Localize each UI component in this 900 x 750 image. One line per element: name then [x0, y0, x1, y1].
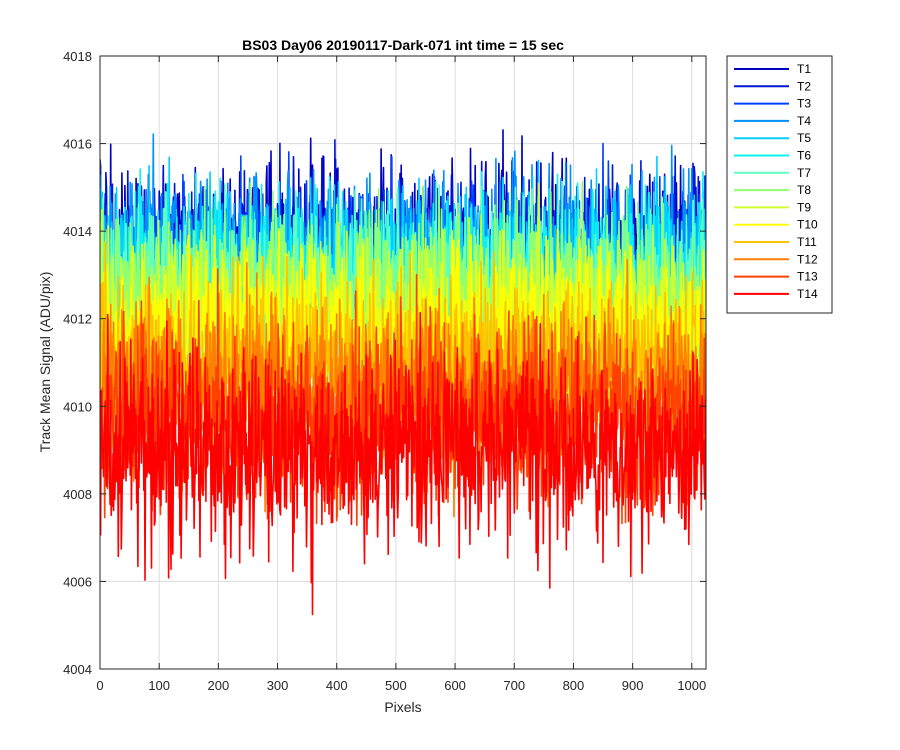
- axis-ticks: 0 100 200 300 400 500 600 700 800 900 1000 4004 4006…: [63, 49, 706, 693]
- x-tick-label: 0: [96, 678, 103, 693]
- legend-label: T10: [797, 218, 818, 232]
- x-tick-label: 1000: [677, 678, 706, 693]
- legend-item[interactable]: T3: [734, 97, 811, 111]
- legend-item[interactable]: T6: [734, 149, 811, 163]
- legend-item[interactable]: T1: [734, 62, 811, 76]
- legend-item[interactable]: T9: [734, 200, 811, 214]
- series-lines: [100, 129, 706, 616]
- y-tick-label: 4012: [63, 312, 92, 327]
- legend-item[interactable]: T2: [734, 79, 811, 93]
- y-tick-label: 4014: [63, 224, 92, 239]
- x-tick-label: 600: [444, 678, 466, 693]
- y-axis-label: Track Mean Signal (ADU/pix): [37, 272, 53, 453]
- legend-item[interactable]: T7: [734, 166, 811, 180]
- y-tick-label: 4016: [63, 137, 92, 152]
- y-tick-label: 4010: [63, 399, 92, 414]
- legend-label: T13: [797, 270, 818, 284]
- chart-title: BS03 Day06 20190117-Dark-071 int time = …: [242, 37, 564, 53]
- x-tick-label: 700: [503, 678, 525, 693]
- legend-label: T12: [797, 252, 818, 266]
- y-tick-label: 4008: [63, 487, 92, 502]
- legend-label: T2: [797, 79, 811, 93]
- legend-label: T7: [797, 166, 811, 180]
- legend-item[interactable]: T12: [734, 252, 818, 266]
- x-axis-label: Pixels: [384, 699, 421, 715]
- x-tick-label: 200: [208, 678, 230, 693]
- y-tick-label: 4004: [63, 662, 92, 677]
- legend-item[interactable]: T4: [734, 114, 811, 128]
- y-tick-label: 4006: [63, 574, 92, 589]
- legend-item[interactable]: T8: [734, 183, 811, 197]
- legend-label: T9: [797, 200, 811, 214]
- x-tick-label: 100: [148, 678, 170, 693]
- x-tick-label: 400: [326, 678, 348, 693]
- legend-label: T8: [797, 183, 811, 197]
- axes-box: [99, 55, 707, 670]
- legend-label: T5: [797, 131, 811, 145]
- legend-item[interactable]: T14: [734, 287, 818, 301]
- legend-item[interactable]: T10: [734, 218, 818, 232]
- legend-box: [726, 55, 833, 314]
- legend-label: T4: [797, 114, 811, 128]
- y-tick-label: 4018: [63, 49, 92, 64]
- legend-label: T14: [797, 287, 818, 301]
- series-line-T14: [100, 312, 706, 616]
- legend-item[interactable]: T5: [734, 131, 811, 145]
- legend-label: T6: [797, 149, 811, 163]
- legend-label: T3: [797, 97, 811, 111]
- legend-item[interactable]: T13: [734, 270, 818, 284]
- legend-entries: T1 T2 T3 T4 T5 T6 T7 T8 T9 T10 T11 T12 T13 T14: [734, 62, 818, 301]
- legend-item[interactable]: T11: [734, 235, 817, 249]
- x-tick-label: 900: [622, 678, 644, 693]
- legend-label: T1: [797, 62, 811, 76]
- x-tick-label: 500: [385, 678, 407, 693]
- legend[interactable]: T1 T2 T3 T4 T5 T6 T7 T8 T9 T10 T11 T12 T13 T14: [726, 55, 833, 314]
- legend-label: T11: [797, 235, 817, 249]
- x-tick-label: 300: [267, 678, 289, 693]
- x-tick-label: 800: [563, 678, 585, 693]
